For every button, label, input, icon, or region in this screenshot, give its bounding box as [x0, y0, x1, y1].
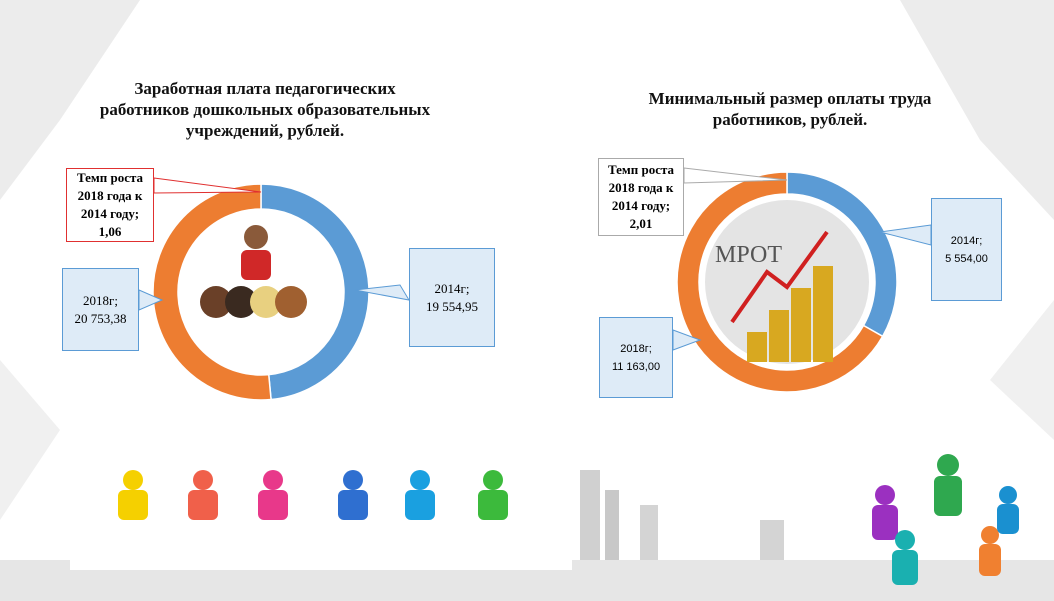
data-label: 2014г; 19 554,95	[409, 248, 495, 347]
coins	[769, 310, 789, 362]
value-label: 11 163,00	[611, 360, 661, 373]
figures	[118, 454, 1019, 585]
annotation-text: Темп роста 2018 года к 2014 году; 1,06	[76, 170, 144, 239]
callout-pointer	[138, 289, 164, 311]
annotation: Темп роста 2018 года к 2014 году; 2,01	[598, 158, 684, 236]
teacher	[244, 225, 268, 249]
data-label: 2018г; 20 753,38	[62, 268, 139, 351]
callout-pointer	[153, 177, 262, 194]
value-label: 5 554,00	[945, 252, 988, 265]
coins	[747, 332, 767, 362]
center-text: МРОТ	[715, 242, 782, 268]
chart-title: Минимальный размер оплаты труда работник…	[648, 89, 932, 129]
callout-pointer	[683, 167, 788, 184]
coins	[791, 288, 811, 362]
value-label: 19 554,95	[426, 298, 478, 314]
data-label: 2014г; 5 554,00	[931, 198, 1002, 301]
child	[250, 286, 282, 318]
data-label: 2018г; 11 163,00	[599, 317, 673, 398]
arrow	[730, 230, 829, 324]
category-label: 2018г;	[620, 342, 652, 355]
child	[225, 286, 257, 318]
teacher	[241, 250, 271, 280]
callout-pointer	[354, 284, 410, 301]
value-label: 20 753,38	[74, 310, 127, 326]
category-label: 2014г;	[950, 234, 983, 247]
child	[275, 286, 307, 318]
callout-pointer	[672, 329, 702, 351]
annotation-text: Темп роста 2018 года к 2014 году; 2,01	[607, 162, 675, 231]
donut-segment	[260, 183, 370, 401]
category-label: 2018г;	[83, 292, 118, 308]
coins	[813, 266, 833, 362]
category-label: 2014г;	[434, 280, 470, 296]
donut-segment	[152, 183, 272, 401]
annotation: Темп роста 2018 года к 2014 году; 1,06	[66, 168, 154, 242]
child	[200, 286, 232, 318]
chart-title: Заработная плата педагогических работник…	[99, 79, 431, 140]
donut-segment	[676, 171, 884, 393]
